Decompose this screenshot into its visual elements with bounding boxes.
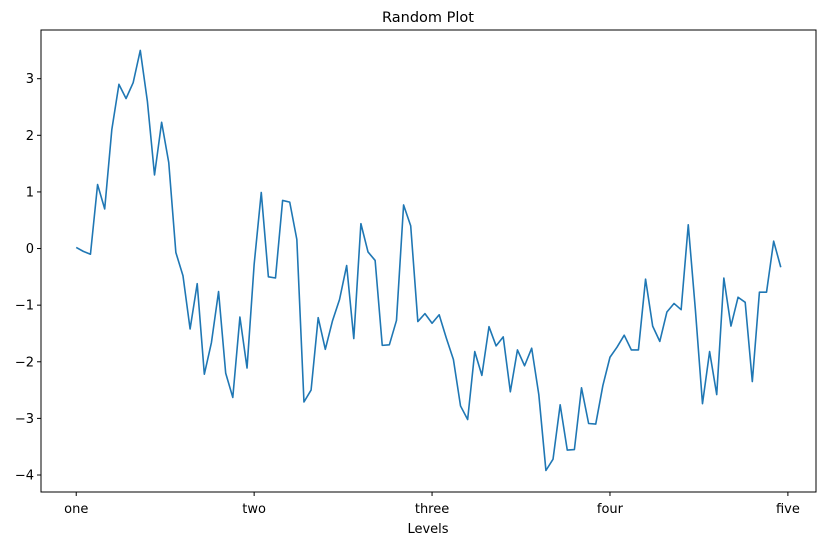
chart-title: Random Plot xyxy=(382,10,474,26)
x-tick-label: one xyxy=(64,502,88,517)
y-tick-label: −1 xyxy=(15,299,34,314)
x-axis-label: Levels xyxy=(407,522,448,537)
plot-frame xyxy=(40,29,817,493)
y-axis: −4 −3 −2 −1 0 1 2 3 xyxy=(15,72,41,484)
x-axis: one two three four five xyxy=(64,492,800,517)
x-tick-label: three xyxy=(415,502,449,517)
y-tick-label: 0 xyxy=(26,242,34,257)
y-tick-label: −3 xyxy=(15,412,34,427)
y-tick-label: −4 xyxy=(15,469,34,484)
y-tick-label: 1 xyxy=(26,185,34,200)
series-line-0 xyxy=(75,49,782,472)
x-tick-label: two xyxy=(242,502,266,517)
y-tick-label: −2 xyxy=(15,355,34,370)
x-tick-label: four xyxy=(597,502,624,517)
plot-area xyxy=(75,49,782,472)
y-tick-label: 2 xyxy=(26,129,34,144)
y-tick-label: 3 xyxy=(26,72,34,87)
x-tick-label: five xyxy=(776,502,800,517)
